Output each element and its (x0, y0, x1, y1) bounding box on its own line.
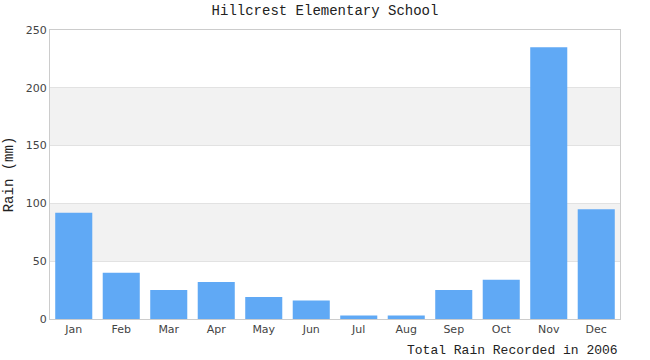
svg-text:Rain (mm): Rain (mm) (1, 137, 17, 213)
svg-text:200: 200 (26, 82, 47, 95)
svg-text:Aug: Aug (396, 323, 417, 336)
svg-text:Sep: Sep (443, 323, 464, 336)
svg-text:250: 250 (26, 24, 47, 37)
svg-text:Nov: Nov (538, 323, 560, 336)
svg-text:Dec: Dec (586, 323, 607, 336)
svg-text:50: 50 (33, 255, 47, 268)
svg-text:Feb: Feb (112, 323, 131, 336)
svg-text:Jun: Jun (302, 323, 320, 336)
svg-text:Oct: Oct (492, 323, 512, 336)
svg-text:100: 100 (26, 197, 47, 210)
svg-text:Apr: Apr (207, 323, 227, 336)
svg-text:150: 150 (26, 139, 47, 152)
svg-text:Hillcrest Elementary School: Hillcrest Elementary School (212, 3, 439, 19)
svg-text:0: 0 (40, 313, 47, 326)
svg-text:May: May (252, 323, 275, 336)
svg-text:Mar: Mar (158, 323, 179, 336)
svg-text:Jan: Jan (64, 323, 82, 336)
svg-text:Jul: Jul (351, 323, 365, 336)
svg-text:Total Rain Recorded in 2006: Total Rain Recorded in 2006 (407, 343, 618, 358)
